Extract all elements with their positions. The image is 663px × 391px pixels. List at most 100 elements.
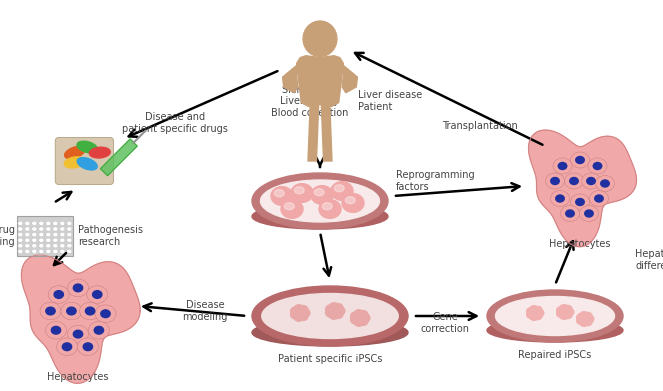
Ellipse shape (322, 203, 332, 210)
Ellipse shape (18, 238, 23, 242)
Ellipse shape (326, 305, 335, 314)
Ellipse shape (487, 319, 623, 342)
Ellipse shape (564, 311, 572, 319)
Ellipse shape (18, 244, 23, 248)
Ellipse shape (351, 316, 361, 324)
Ellipse shape (252, 204, 388, 229)
Ellipse shape (334, 185, 344, 192)
Ellipse shape (560, 312, 568, 319)
Ellipse shape (330, 307, 339, 315)
Ellipse shape (67, 233, 72, 237)
Ellipse shape (67, 307, 76, 315)
Ellipse shape (60, 221, 65, 226)
Ellipse shape (326, 308, 335, 317)
Ellipse shape (252, 319, 408, 346)
Ellipse shape (564, 173, 583, 189)
Ellipse shape (62, 343, 72, 351)
Ellipse shape (351, 312, 361, 321)
Ellipse shape (86, 307, 95, 315)
Ellipse shape (593, 163, 602, 170)
Ellipse shape (32, 221, 37, 226)
Ellipse shape (67, 249, 72, 253)
Ellipse shape (585, 315, 594, 323)
Ellipse shape (570, 152, 589, 168)
Ellipse shape (32, 233, 37, 237)
Ellipse shape (558, 163, 567, 170)
Ellipse shape (252, 173, 388, 229)
Ellipse shape (560, 305, 568, 312)
Ellipse shape (360, 314, 370, 322)
Ellipse shape (556, 195, 564, 202)
Ellipse shape (487, 290, 623, 342)
Polygon shape (282, 65, 298, 93)
Ellipse shape (60, 249, 65, 253)
Ellipse shape (495, 296, 615, 335)
Ellipse shape (560, 206, 579, 221)
Ellipse shape (61, 302, 82, 320)
Ellipse shape (274, 190, 284, 197)
Ellipse shape (64, 147, 85, 159)
Ellipse shape (557, 310, 566, 317)
FancyBboxPatch shape (55, 137, 113, 185)
Ellipse shape (80, 302, 101, 320)
Polygon shape (308, 104, 319, 161)
Ellipse shape (354, 310, 364, 318)
Ellipse shape (46, 249, 51, 253)
Ellipse shape (46, 307, 55, 315)
Ellipse shape (56, 338, 78, 355)
Ellipse shape (39, 221, 44, 226)
Ellipse shape (67, 221, 72, 226)
Ellipse shape (296, 309, 304, 317)
Ellipse shape (77, 141, 97, 153)
Ellipse shape (583, 312, 592, 320)
Ellipse shape (252, 286, 408, 346)
Ellipse shape (281, 200, 303, 218)
Ellipse shape (53, 244, 58, 248)
Text: Drug
screening: Drug screening (0, 225, 15, 247)
Ellipse shape (74, 330, 83, 338)
Ellipse shape (294, 313, 304, 321)
Ellipse shape (39, 238, 44, 242)
Ellipse shape (311, 186, 333, 204)
Ellipse shape (587, 178, 595, 185)
Ellipse shape (331, 182, 353, 200)
Polygon shape (21, 255, 140, 383)
Ellipse shape (32, 244, 37, 248)
Ellipse shape (583, 318, 592, 326)
Ellipse shape (588, 158, 607, 174)
Ellipse shape (53, 249, 58, 253)
Ellipse shape (25, 238, 30, 242)
Ellipse shape (595, 195, 603, 202)
Ellipse shape (18, 227, 23, 231)
Ellipse shape (333, 303, 343, 312)
Ellipse shape (74, 284, 83, 292)
Ellipse shape (284, 203, 294, 210)
Ellipse shape (575, 156, 584, 163)
Ellipse shape (533, 307, 542, 314)
Polygon shape (100, 139, 137, 176)
Ellipse shape (39, 227, 44, 231)
Ellipse shape (291, 184, 313, 203)
Ellipse shape (335, 307, 345, 315)
Text: Skin biopsy
Liver biopsy
Blood collection: Skin biopsy Liver biopsy Blood collectio… (271, 85, 349, 118)
Ellipse shape (90, 147, 110, 158)
Ellipse shape (329, 303, 339, 311)
Ellipse shape (46, 244, 51, 248)
Ellipse shape (68, 325, 88, 343)
Ellipse shape (531, 309, 539, 317)
Ellipse shape (39, 233, 44, 237)
Ellipse shape (581, 316, 589, 323)
Ellipse shape (53, 227, 58, 231)
Ellipse shape (32, 227, 37, 231)
Ellipse shape (53, 221, 58, 226)
Ellipse shape (25, 221, 30, 226)
Ellipse shape (342, 194, 364, 212)
Ellipse shape (530, 313, 538, 320)
Ellipse shape (60, 244, 65, 248)
Ellipse shape (565, 308, 573, 316)
Text: Reprogramming
factors: Reprogramming factors (396, 170, 475, 192)
Ellipse shape (553, 158, 572, 174)
Ellipse shape (589, 190, 609, 206)
Ellipse shape (54, 291, 64, 298)
Ellipse shape (271, 187, 293, 205)
